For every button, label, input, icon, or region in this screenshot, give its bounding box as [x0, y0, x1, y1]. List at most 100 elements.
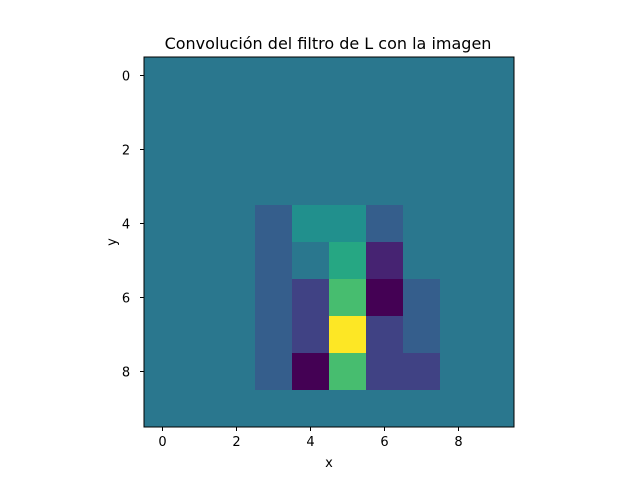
heatmap-cell-r0-c5: [329, 57, 367, 95]
heatmap-cell-r4-c3: [255, 205, 293, 243]
heatmap-cell-r7-c6: [366, 316, 404, 354]
heatmap-cell-r8-c0: [144, 353, 182, 391]
x-axis-ticks: 0 2 4 6 8: [158, 427, 463, 450]
heatmap-cell-r1-c5: [329, 94, 367, 132]
heatmap-cell-r7-c7: [403, 316, 441, 354]
heatmap-cell-r5-c4: [292, 242, 330, 280]
heatmap-cell-r0-c3: [255, 57, 293, 95]
heatmap-cell-r0-c0: [144, 57, 182, 95]
heatmap-cell-r5-c8: [440, 242, 478, 280]
heatmap-cell-r9-c9: [477, 390, 515, 428]
heatmap-cell-r8-c1: [181, 353, 219, 391]
heatmap-cell-r0-c9: [477, 57, 515, 95]
heatmap-cell-r8-c8: [440, 353, 478, 391]
heatmap-cell-r2-c1: [181, 131, 219, 169]
heatmap-cell-r3-c1: [181, 168, 219, 206]
heatmap-cell-r8-c9: [477, 353, 515, 391]
heatmap-cell-r5-c7: [403, 242, 441, 280]
heatmap-cell-r7-c1: [181, 316, 219, 354]
heatmap-cell-r3-c9: [477, 168, 515, 206]
heatmap-cell-r8-c5: [329, 353, 367, 391]
heatmap-cell-r7-c8: [440, 316, 478, 354]
heatmap-cell-r5-c6: [366, 242, 404, 280]
heatmap-cell-r4-c1: [181, 205, 219, 243]
x-tick-label: 8: [454, 435, 462, 450]
heatmap-cell-r6-c0: [144, 279, 182, 317]
heatmap-cell-r0-c1: [181, 57, 219, 95]
heatmap-cell-r9-c6: [366, 390, 404, 428]
heatmap-cell-r1-c3: [255, 94, 293, 132]
heatmap-cell-r3-c2: [218, 168, 256, 206]
heatmap-cell-r2-c4: [292, 131, 330, 169]
heatmap-cell-r7-c5: [329, 316, 367, 354]
heatmap-cell-r5-c0: [144, 242, 182, 280]
heatmap-cells: [144, 57, 515, 428]
heatmap-cell-r4-c0: [144, 205, 182, 243]
heatmap-cell-r3-c5: [329, 168, 367, 206]
heatmap-cell-r4-c5: [329, 205, 367, 243]
heatmap-cell-r3-c0: [144, 168, 182, 206]
heatmap-cell-r4-c2: [218, 205, 256, 243]
heatmap-cell-r6-c8: [440, 279, 478, 317]
x-tick-label: 0: [158, 435, 166, 450]
heatmap-cell-r9-c3: [255, 390, 293, 428]
heatmap-cell-r9-c2: [218, 390, 256, 428]
heatmap-cell-r8-c7: [403, 353, 441, 391]
heatmap-cell-r8-c3: [255, 353, 293, 391]
y-axis-ticks: 0 2 4 6 8: [122, 70, 144, 381]
heatmap-cell-r3-c3: [255, 168, 293, 206]
x-tick-label: 4: [306, 435, 314, 450]
heatmap-cell-r4-c8: [440, 205, 478, 243]
heatmap-cell-r8-c6: [366, 353, 404, 391]
plot-frame: [143, 56, 515, 428]
heatmap-cell-r2-c3: [255, 131, 293, 169]
heatmap-cell-r5-c5: [329, 242, 367, 280]
heatmap-cell-r7-c9: [477, 316, 515, 354]
chart-title: Convolución del filtro de L con la image…: [165, 34, 492, 53]
y-axis-label: y: [105, 238, 120, 246]
heatmap-cell-r5-c2: [218, 242, 256, 280]
heatmap-cell-r2-c7: [403, 131, 441, 169]
heatmap-cell-r6-c5: [329, 279, 367, 317]
heatmap-cell-r6-c4: [292, 279, 330, 317]
heatmap-cell-r6-c7: [403, 279, 441, 317]
heatmap-cell-r2-c0: [144, 131, 182, 169]
heatmap-cell-r2-c2: [218, 131, 256, 169]
y-tick-label: 8: [122, 366, 130, 381]
heatmap-cell-r6-c9: [477, 279, 515, 317]
heatmap-cell-r3-c7: [403, 168, 441, 206]
x-tick-label: 2: [232, 435, 240, 450]
heatmap-cell-r6-c1: [181, 279, 219, 317]
heatmap-cell-r0-c2: [218, 57, 256, 95]
heatmap-cell-r6-c3: [255, 279, 293, 317]
heatmap-cell-r9-c8: [440, 390, 478, 428]
heatmap-cell-r9-c1: [181, 390, 219, 428]
y-tick-label: 6: [122, 292, 130, 307]
heatmap-cell-r2-c6: [366, 131, 404, 169]
y-tick-label: 4: [122, 218, 130, 233]
heatmap-cell-r9-c0: [144, 390, 182, 428]
heatmap-cell-r8-c4: [292, 353, 330, 391]
heatmap-cell-r8-c2: [218, 353, 256, 391]
heatmap-cell-r7-c0: [144, 316, 182, 354]
heatmap-cell-r3-c4: [292, 168, 330, 206]
x-tick-label: 6: [380, 435, 388, 450]
heatmap-cell-r3-c8: [440, 168, 478, 206]
heatmap-cell-r1-c9: [477, 94, 515, 132]
heatmap-cell-r4-c6: [366, 205, 404, 243]
heatmap-cell-r5-c3: [255, 242, 293, 280]
heatmap-cell-r6-c2: [218, 279, 256, 317]
heatmap-cell-r1-c8: [440, 94, 478, 132]
heatmap-cell-r4-c4: [292, 205, 330, 243]
heatmap-cell-r1-c0: [144, 94, 182, 132]
x-axis-label: x: [325, 456, 333, 471]
heatmap-cell-r2-c8: [440, 131, 478, 169]
heatmap-cell-r7-c4: [292, 316, 330, 354]
heatmap-cell-r1-c2: [218, 94, 256, 132]
heatmap-cell-r4-c7: [403, 205, 441, 243]
heatmap-cell-r0-c4: [292, 57, 330, 95]
heatmap-cell-r5-c1: [181, 242, 219, 280]
heatmap-cell-r0-c8: [440, 57, 478, 95]
heatmap-cell-r9-c4: [292, 390, 330, 428]
